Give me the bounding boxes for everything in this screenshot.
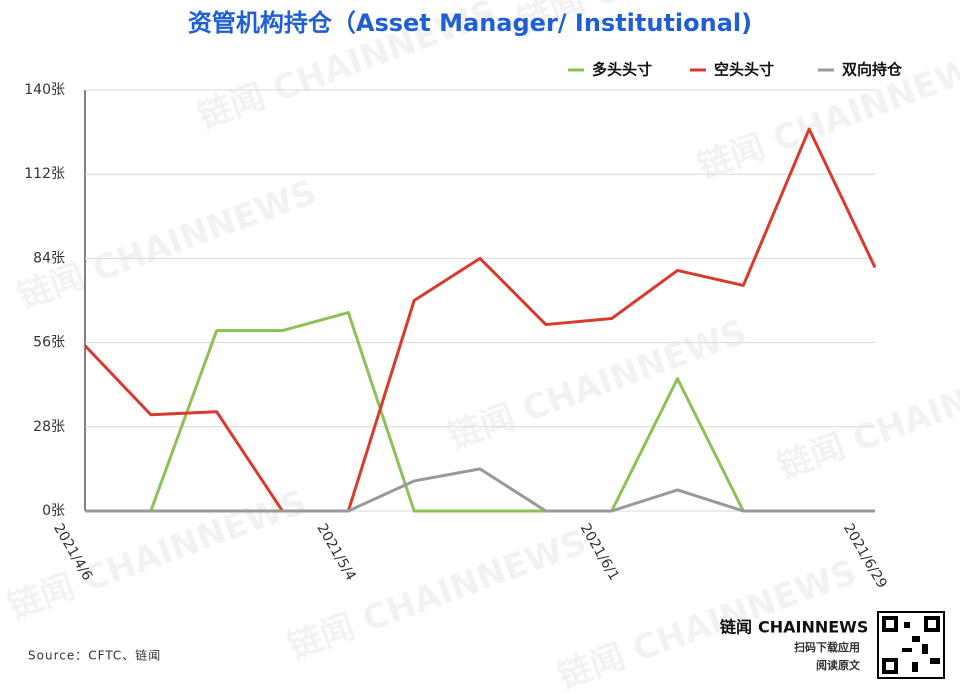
source: Source：CFTC、链闻 [28,648,161,663]
chart-title: 资管机构持仓（Asset Manager/ Institutional) [188,9,752,37]
y-tick-label: 28张 [33,419,65,435]
legend-label: 双向持仓 [842,61,903,79]
watermark: 链闻 CHAINNEWS [773,342,960,487]
legend-label: 多头头寸 [592,61,652,79]
logo-line2: 阅读原文 [816,658,861,672]
qr-code [877,611,945,679]
y-tick-label: 112张 [24,166,65,182]
watermark: 链闻 CHAINNEWS [13,172,322,317]
y-tick-label: 84张 [33,250,65,266]
y-tick-label: 56张 [33,335,65,351]
logo-en: CHAINNEWS [758,618,868,637]
legend-label: 空头头寸 [714,61,774,79]
series-line [85,467,875,513]
x-tick-label: 2021/5/4 [313,521,358,584]
logo-line1: 扫码下载应用 [794,640,860,654]
y-tick-label: 0张 [42,503,65,519]
series-line [83,127,877,513]
logo-cn: 链闻 [720,618,752,637]
y-tick-label: 140张 [24,82,65,98]
